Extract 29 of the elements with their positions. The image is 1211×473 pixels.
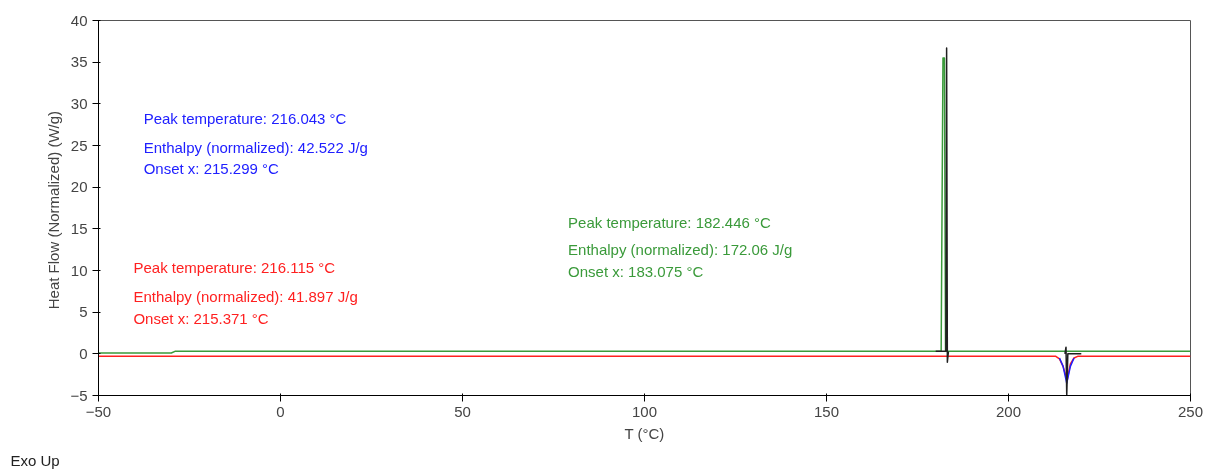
x-tick-label: 250 [1177,402,1204,420]
annotation: Onset x: 215.299 °C [143,160,280,178]
x-tick-label: 200 [995,402,1022,420]
y-tick-label: 15 [70,219,88,237]
y-axis-title: Heat Flow (Normalized) (W/g) [45,110,63,310]
annotation: Enthalpy (normalized): 41.897 J/g [133,287,358,305]
annotation: Peak temperature: 182.446 °C [568,213,772,231]
x-tick-label: 50 [454,402,471,420]
y-tick-label: 40 [70,11,88,29]
y-tick-label: 20 [70,178,88,196]
x-tick-label: 150 [813,402,840,420]
x-tick-label: 0 [276,402,285,420]
annotation: Enthalpy (normalized): 172.06 J/g [568,241,793,259]
text: Exo Up [10,451,60,469]
annotation: Peak temperature: 216.115 °C [133,258,336,276]
annotation: Peak temperature: 216.043 °C [143,109,347,127]
y-tick-label: 35 [70,53,88,71]
annotation: Enthalpy (normalized): 42.522 J/g [143,138,368,156]
x-tick-label: −50 [85,402,112,420]
y-tick-label: 0 [79,344,88,362]
y-tick-label: 25 [70,136,88,154]
annotation: Onset x: 215.371 °C [133,309,269,327]
y-tick-label: 30 [70,94,88,112]
y-tick-label: 10 [70,261,88,279]
y-tick-label: 5 [79,303,88,321]
x-tick-label: 100 [631,402,658,420]
x-axis-title: T (°C) [624,424,665,442]
y-tick-label: −5 [70,386,88,404]
annotation: Onset x: 183.075 °C [568,262,704,280]
